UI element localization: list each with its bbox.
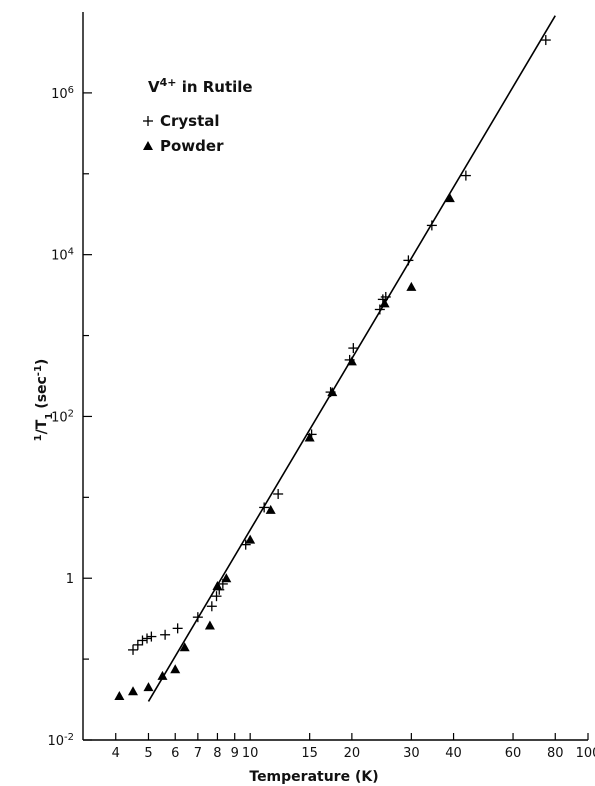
powder-point <box>444 193 455 203</box>
x-tick-label: 9 <box>231 746 239 761</box>
y-axis-title-unit: (sec <box>34 376 50 409</box>
y-tick-label: 104 <box>51 246 74 264</box>
y-tick-label-base: 1 <box>66 572 74 587</box>
y-tick-label-base: 10 <box>51 410 68 425</box>
y-axis-title-den-sub: 1 <box>44 413 55 420</box>
y-tick-label-exponent: 4 <box>68 246 74 257</box>
legend-powder-marker <box>143 141 153 150</box>
y-tick-label: 106 <box>51 84 74 102</box>
crystal-point <box>259 502 270 513</box>
x-tick-label: 20 <box>344 746 361 761</box>
crystal-point <box>348 343 359 354</box>
y-tick-label-exponent: -2 <box>64 732 74 743</box>
x-tick-label: 80 <box>547 746 564 761</box>
y-axis-title-unit-sup: -1 <box>33 365 44 376</box>
powder-point <box>157 670 168 680</box>
powder-point <box>327 387 338 397</box>
crystal-point <box>460 170 471 181</box>
legend-crystal-marker <box>143 116 153 126</box>
crystal-point <box>374 304 385 315</box>
powder-point <box>379 298 390 308</box>
crystal-point <box>240 539 251 550</box>
crystal-point <box>211 591 222 602</box>
crystal-point <box>380 291 391 302</box>
y-tick-label-exponent: 6 <box>68 84 74 95</box>
powder-point <box>221 573 232 583</box>
crystal-point <box>172 623 183 634</box>
powder-point <box>346 356 357 366</box>
powder-point <box>114 690 125 700</box>
legend-powder-label: Powder <box>160 137 224 155</box>
crystal-point <box>160 629 171 640</box>
y-tick-label-exponent: 2 <box>68 408 74 419</box>
y-tick-label: 10-2 <box>47 732 74 750</box>
x-tick-label: 4 <box>112 746 120 761</box>
crystal-point <box>273 488 284 499</box>
x-tick-label: 60 <box>505 746 522 761</box>
y-axis-title-den: T <box>34 419 50 429</box>
crystal-point <box>137 635 148 646</box>
powder-point <box>143 682 154 692</box>
x-tick-label: 10 <box>242 746 259 761</box>
powder-point <box>304 432 315 442</box>
y-axis-title: 1/T1(sec-1) <box>33 359 55 442</box>
crystal-point <box>142 633 153 644</box>
y-axis-title-num: 1 <box>33 434 44 441</box>
x-tick-label: 8 <box>213 746 221 761</box>
powder-point <box>406 281 417 291</box>
crystal-point <box>192 612 203 623</box>
y-tick-label: 1 <box>66 572 74 587</box>
powder-point <box>170 664 181 674</box>
y-tick-label-base: 10 <box>51 249 68 264</box>
y-tick-label-base: 10 <box>51 87 68 102</box>
crystal-point <box>146 631 157 642</box>
x-tick-label: 5 <box>144 746 152 761</box>
y-axis-title-slash: / <box>34 428 50 434</box>
y-axis-title-unit-close: ) <box>34 359 50 365</box>
x-tick-label: 15 <box>301 746 318 761</box>
x-tick-label: 100 <box>576 746 595 761</box>
powder-point <box>265 504 276 514</box>
x-tick-label: 40 <box>445 746 462 761</box>
powder-point <box>204 620 215 630</box>
powder-point <box>179 642 190 652</box>
y-tick-label: 102 <box>51 408 74 426</box>
crystal-point <box>206 601 217 612</box>
crystal-point <box>403 255 414 266</box>
x-tick-label: 6 <box>171 746 179 761</box>
powder-point <box>128 686 139 696</box>
x-axis-title: Temperature (K) <box>249 769 378 785</box>
crystal-point <box>128 644 139 655</box>
y-tick-label-base: 10 <box>47 734 64 749</box>
chart-title-base: V <box>148 78 160 96</box>
x-tick-label: 30 <box>403 746 420 761</box>
chart-title-sup: 4+ <box>160 76 177 89</box>
crystal-point <box>132 639 143 650</box>
powder-point <box>212 581 223 591</box>
crystal-point <box>426 220 437 231</box>
powder-series <box>114 193 455 700</box>
powder-point <box>245 534 256 544</box>
x-tick-label: 7 <box>194 746 202 761</box>
chart-title-rest: in Rutile <box>176 78 252 96</box>
chart-title: V4+ in Rutile <box>148 76 253 97</box>
legend-crystal-label: Crystal <box>160 112 220 130</box>
legend: Crystal Powder <box>143 112 224 155</box>
crystal-point <box>540 35 551 46</box>
